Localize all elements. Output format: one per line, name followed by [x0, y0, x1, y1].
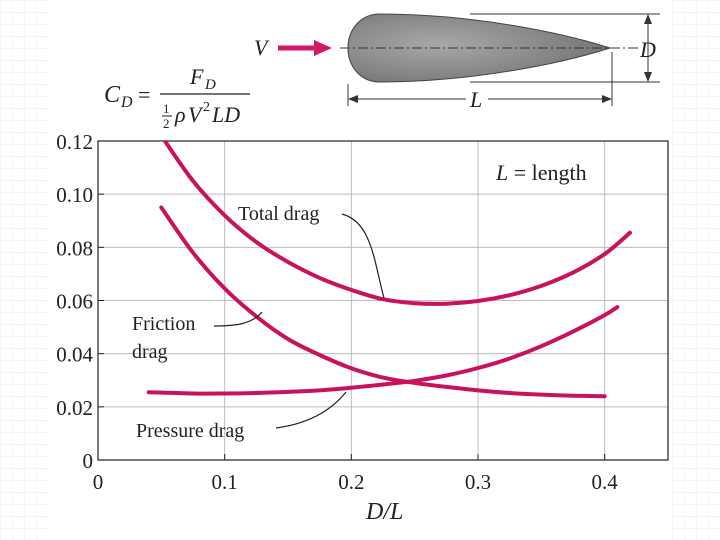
- length-label-backdrop: [466, 88, 488, 110]
- length-label: L: [469, 87, 482, 112]
- y-tick-label: 0: [83, 449, 94, 473]
- friction-drag-curve: [159, 205, 607, 399]
- length-note-rest: = length: [508, 160, 586, 185]
- drag-coefficient-equation: C D = F D 1 2 ρ V 2 LD: [104, 64, 250, 131]
- eq-cd-main: C: [104, 82, 121, 108]
- length-note-var: L: [495, 160, 508, 185]
- pressure-drag-curve: [146, 305, 620, 396]
- velocity-label: V: [254, 35, 270, 60]
- label-friction-line2: drag: [132, 341, 168, 363]
- y-tick-label: 0.02: [56, 396, 93, 420]
- y-tick-label: 0.08: [56, 236, 93, 260]
- eq-num-main: F: [189, 64, 204, 89]
- leader-total-drag: [341, 213, 385, 299]
- x-tick-label: 0: [93, 470, 104, 494]
- x-tick-label: 0.1: [212, 470, 238, 494]
- y-tick-label: 0.06: [56, 290, 93, 314]
- y-tick-label: 0.12: [56, 130, 93, 154]
- eq-rho: ρ: [174, 102, 186, 127]
- diameter-label: D: [639, 37, 656, 62]
- total-drag-curve: [162, 141, 632, 306]
- eq-num-sub: D: [204, 77, 216, 93]
- length-arrow-left: [348, 95, 358, 103]
- leader-pressure-drag: [275, 391, 347, 429]
- x-tick-label: 0.2: [338, 470, 364, 494]
- y-tick-label: 0.10: [56, 183, 93, 207]
- x-tick-label: 0.4: [592, 470, 619, 494]
- curves: [146, 141, 632, 399]
- diameter-arrow-top: [644, 14, 652, 24]
- drag-plot: 0 0.1 0.2 0.3 0.4 0 0.02 0.04 0.06 0.08 0.10 0.12 T…: [56, 130, 669, 525]
- eq-half-den: 2: [163, 116, 170, 131]
- y-tick-label: 0.04: [56, 343, 93, 367]
- x-tick-label: 0.3: [465, 470, 491, 494]
- diameter-arrow-bottom: [644, 72, 652, 82]
- velocity-arrow-head: [314, 40, 332, 56]
- label-friction-line1: Friction: [132, 313, 195, 335]
- eq-cd-sub: D: [120, 94, 133, 111]
- tick-labels: 0 0.1 0.2 0.3 0.4 0 0.02 0.04 0.06 0.08 0.10 0.12: [56, 130, 618, 494]
- label-total-drag: Total drag: [238, 203, 319, 225]
- label-pressure-drag: Pressure drag: [136, 420, 244, 442]
- eq-v: V: [188, 102, 204, 127]
- streamlined-body-diagram: V D: [254, 13, 660, 112]
- eq-v-exp: 2: [203, 100, 210, 115]
- label-length-note: L = length: [495, 160, 587, 185]
- leader-friction-drag: [213, 311, 263, 327]
- x-axis-title: D/L: [365, 499, 403, 525]
- length-arrow-right: [602, 95, 612, 103]
- eq-equals: =: [138, 82, 150, 107]
- eq-ld: LD: [211, 102, 240, 127]
- eq-half-num: 1: [163, 101, 170, 116]
- plot-frame: [97, 140, 669, 461]
